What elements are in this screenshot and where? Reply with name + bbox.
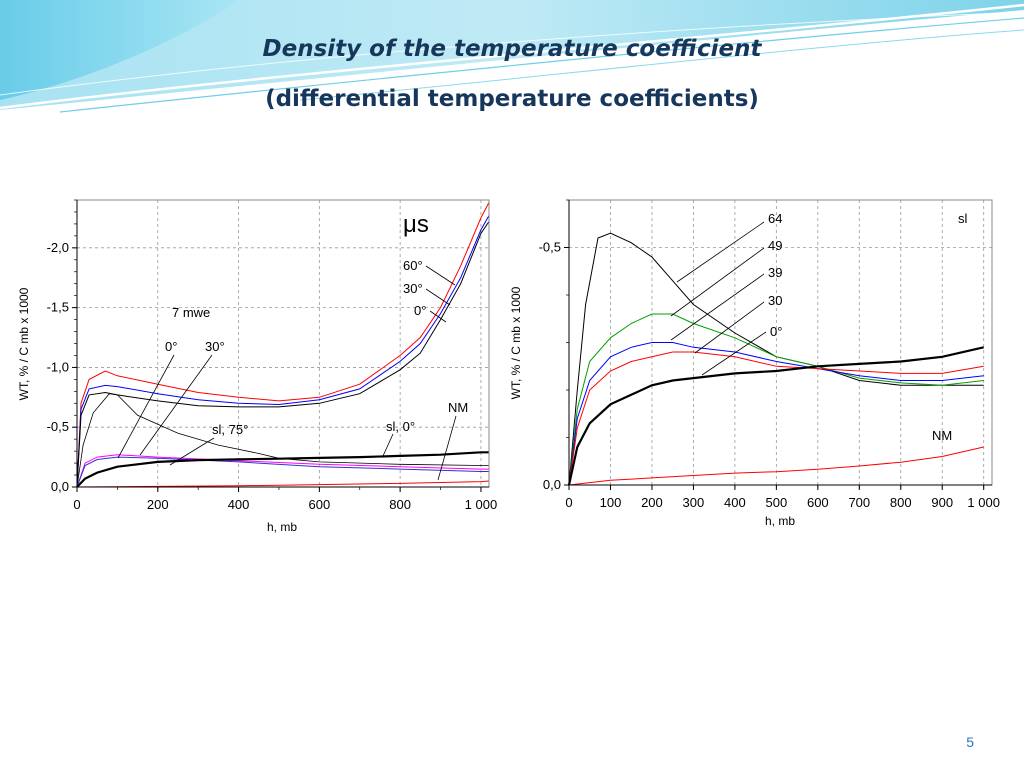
series-line-6 <box>76 451 489 488</box>
y-tick-label: -0,5 <box>539 240 561 255</box>
y-tick-label: -0,5 <box>47 419 69 434</box>
right-annotation-49: 49 <box>768 238 782 253</box>
right-annotation-30: 30 <box>768 293 782 308</box>
right-legend-sl: sl <box>958 211 968 226</box>
x-tick-label: 600 <box>309 497 331 512</box>
slide-number: 5 <box>966 734 974 750</box>
series-line-0 <box>568 232 984 486</box>
x-tick-label: 200 <box>641 495 663 510</box>
x-tick-label: 700 <box>848 495 870 510</box>
series-line-0 <box>76 202 490 488</box>
left-annotation-sl0: sl, 0° <box>386 419 415 434</box>
x-tick-label: 900 <box>931 495 953 510</box>
x-tick-label: 1 000 <box>967 495 1000 510</box>
x-tick-label: 600 <box>807 495 829 510</box>
series-line-3 <box>568 351 984 486</box>
right-annotation-nm: NM <box>932 428 952 443</box>
x-tick-label: 0 <box>73 497 80 512</box>
x-tick-label: 800 <box>389 497 411 512</box>
series-line-1 <box>568 313 984 486</box>
right-annotation-leaders <box>670 221 767 376</box>
left-chart-background <box>12 188 509 538</box>
series-line-4 <box>567 346 984 486</box>
left-legend-mu-symbol: μs <box>403 211 429 238</box>
y-tick-label: 0,0 <box>51 479 69 494</box>
series-line-4 <box>76 454 489 488</box>
right-chart-series <box>567 232 984 486</box>
series-line-7 <box>76 480 490 488</box>
x-tick-label: 400 <box>724 495 746 510</box>
left-annotation-30: 30° <box>403 281 423 296</box>
right-y-axis-label: WT, % / C mb x 1000 <box>509 286 523 399</box>
right-chart-axes: 0 100 200 300 400 500 600 700 800 900 1 000 0,0 -0,5 <box>539 199 1000 510</box>
left-annotation-7mwe-30: 30° <box>205 339 225 354</box>
left-chart-grid <box>77 200 489 487</box>
x-tick-label: 1 000 <box>465 497 498 512</box>
right-annotation-0: 0° <box>770 324 782 339</box>
right-annotation-64: 64 <box>768 211 782 226</box>
left-x-axis-label: h, mb <box>267 520 297 534</box>
left-annotation-7mwe-0: 0° <box>165 339 177 354</box>
series-line-1 <box>76 215 490 488</box>
right-annotation-39: 39 <box>768 265 782 280</box>
y-tick-label: 0,0 <box>543 477 561 492</box>
left-y-axis-label: WT, % / C mb x 1000 <box>17 287 31 400</box>
left-annotation-7mwe: 7 mwe <box>172 305 210 320</box>
x-tick-label: 0 <box>565 495 572 510</box>
x-tick-label: 200 <box>147 497 169 512</box>
series-line-3 <box>76 393 489 488</box>
left-annotation-leaders <box>117 265 457 481</box>
left-annotation-sl75: sl, 75° <box>212 422 248 437</box>
right-chart-background <box>516 190 1012 530</box>
x-tick-label: 500 <box>766 495 788 510</box>
left-annotation-0: 0° <box>414 303 426 318</box>
x-tick-label: 800 <box>890 495 912 510</box>
series-line-2 <box>76 221 490 488</box>
y-tick-label: -1,5 <box>47 300 69 315</box>
left-annotation-60: 60° <box>403 258 423 273</box>
slide-title-line1: Density of the temperature coefficient <box>262 36 762 62</box>
series-line-2 <box>568 342 984 486</box>
right-chart-grid <box>569 200 992 485</box>
y-tick-label: -2,0 <box>47 240 69 255</box>
series-line-5 <box>568 446 984 486</box>
x-tick-label: 400 <box>228 497 250 512</box>
slide-title-line2: (differential temperature coefficients) <box>265 86 759 112</box>
x-tick-label: 300 <box>683 495 705 510</box>
right-x-axis-label: h, mb <box>765 514 795 528</box>
left-chart-series <box>76 202 490 488</box>
x-tick-label: 100 <box>600 495 622 510</box>
left-chart-axes: 0 200 400 600 800 1 000 0,0 -0,5 -1,0 -1,5 -2,0 <box>47 199 498 512</box>
y-tick-label: -1,0 <box>47 359 69 374</box>
left-annotation-nm: NM <box>448 400 468 415</box>
header-wave-decoration <box>0 0 1024 113</box>
